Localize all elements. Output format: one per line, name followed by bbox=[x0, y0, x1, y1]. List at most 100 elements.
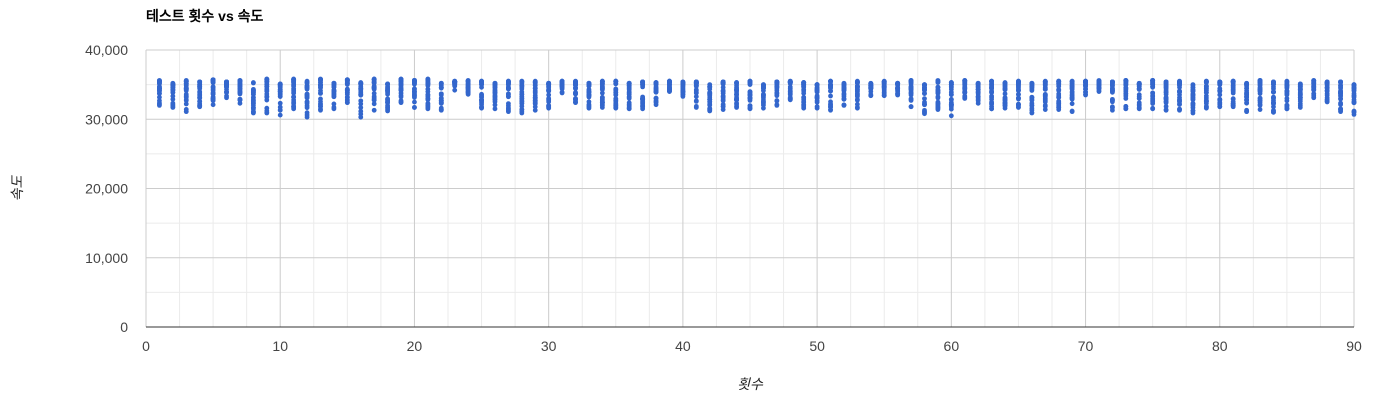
data-point bbox=[277, 88, 283, 94]
data-point bbox=[331, 80, 337, 86]
x-tick-label: 90 bbox=[1346, 338, 1362, 354]
data-point bbox=[183, 93, 189, 99]
data-point bbox=[1324, 79, 1330, 85]
data-point bbox=[801, 103, 807, 108]
x-tick-label: 0 bbox=[142, 338, 150, 354]
data-point bbox=[1163, 88, 1169, 94]
data-point bbox=[1042, 93, 1048, 98]
data-point bbox=[975, 80, 981, 86]
data-point bbox=[586, 103, 592, 109]
data-point bbox=[237, 85, 243, 91]
data-point bbox=[814, 104, 820, 109]
data-point bbox=[895, 80, 901, 86]
data-point bbox=[1297, 101, 1303, 107]
data-point bbox=[1029, 105, 1035, 111]
data-point bbox=[1297, 81, 1303, 87]
data-point bbox=[854, 104, 860, 110]
data-point bbox=[264, 97, 270, 103]
data-point bbox=[1338, 83, 1343, 89]
data-point bbox=[814, 82, 820, 88]
data-point bbox=[1163, 107, 1169, 113]
data-point bbox=[291, 89, 297, 95]
data-point bbox=[1284, 106, 1290, 112]
data-point bbox=[1150, 92, 1156, 98]
data-point bbox=[385, 91, 390, 97]
data-point bbox=[1311, 78, 1317, 83]
data-point bbox=[318, 102, 323, 108]
data-point bbox=[331, 87, 337, 93]
data-point bbox=[774, 83, 780, 89]
data-point bbox=[1056, 93, 1062, 99]
data-point bbox=[667, 84, 672, 90]
data-point bbox=[344, 98, 350, 104]
data-point bbox=[546, 92, 552, 98]
data-point bbox=[1217, 79, 1223, 85]
data-point bbox=[599, 78, 605, 84]
data-point bbox=[989, 82, 994, 88]
data-point bbox=[828, 78, 833, 84]
data-point bbox=[1150, 82, 1156, 87]
data-point bbox=[1177, 82, 1182, 88]
data-point bbox=[1351, 109, 1357, 115]
data-point bbox=[385, 100, 390, 105]
y-tick-label: 20,000 bbox=[85, 181, 128, 197]
data-point bbox=[1230, 102, 1236, 108]
data-point bbox=[1203, 78, 1209, 84]
data-point bbox=[586, 80, 592, 86]
data-point bbox=[1338, 79, 1343, 85]
data-point bbox=[1244, 80, 1250, 86]
data-point bbox=[1257, 107, 1263, 112]
data-point bbox=[774, 102, 780, 108]
data-point bbox=[398, 98, 404, 104]
data-point bbox=[1069, 82, 1075, 88]
data-point bbox=[304, 91, 310, 97]
x-tick-label: 20 bbox=[407, 338, 423, 354]
data-point bbox=[1190, 87, 1196, 93]
data-point bbox=[1257, 98, 1263, 103]
data-point bbox=[1324, 85, 1330, 90]
data-point bbox=[747, 105, 753, 111]
data-point bbox=[599, 95, 605, 101]
data-point bbox=[385, 81, 390, 87]
data-point bbox=[412, 99, 417, 105]
data-point bbox=[573, 78, 578, 84]
data-point bbox=[331, 94, 337, 100]
data-point bbox=[828, 93, 833, 99]
data-point bbox=[1311, 94, 1317, 100]
data-point bbox=[948, 97, 954, 103]
data-point bbox=[1056, 105, 1062, 111]
data-point bbox=[412, 93, 417, 98]
data-point bbox=[962, 94, 968, 100]
data-point bbox=[1297, 94, 1303, 100]
x-tick-label: 80 bbox=[1212, 338, 1228, 354]
data-point bbox=[841, 96, 847, 102]
data-point bbox=[747, 82, 753, 87]
data-point bbox=[250, 109, 256, 115]
data-point bbox=[304, 112, 310, 118]
data-point bbox=[734, 101, 739, 107]
data-point bbox=[452, 78, 458, 84]
data-point bbox=[1244, 97, 1250, 103]
data-point bbox=[1257, 78, 1263, 83]
data-point bbox=[1016, 83, 1021, 89]
data-point bbox=[412, 105, 417, 110]
data-point bbox=[1217, 89, 1223, 94]
data-point bbox=[747, 95, 753, 101]
data-point bbox=[1150, 78, 1156, 83]
data-point bbox=[425, 76, 431, 82]
data-point bbox=[989, 86, 994, 92]
data-point bbox=[787, 78, 793, 84]
data-point bbox=[1083, 86, 1088, 92]
data-point bbox=[1163, 79, 1169, 85]
data-point bbox=[1324, 98, 1330, 104]
data-point bbox=[371, 85, 377, 91]
data-point bbox=[237, 78, 243, 83]
data-point bbox=[371, 96, 377, 102]
data-point bbox=[680, 79, 686, 85]
data-point bbox=[1311, 83, 1317, 89]
data-point bbox=[935, 78, 941, 83]
data-point bbox=[962, 90, 968, 96]
data-point bbox=[908, 86, 914, 92]
data-point bbox=[626, 104, 632, 110]
data-point bbox=[1016, 87, 1021, 93]
